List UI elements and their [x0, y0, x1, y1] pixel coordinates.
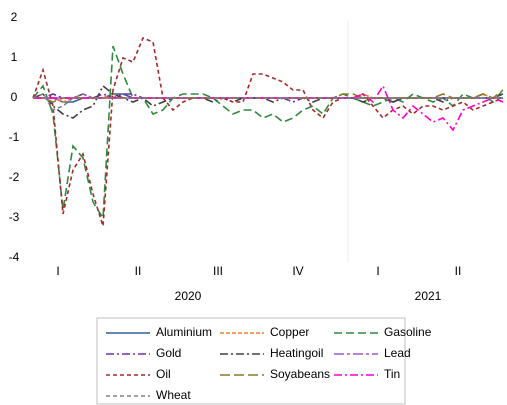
- x-tick-label: III: [213, 264, 223, 278]
- series-line: [33, 84, 504, 132]
- year-label: 2021: [415, 289, 442, 303]
- legend-label: Gold: [156, 346, 181, 360]
- x-tick-label: II: [455, 264, 462, 278]
- legend-label: Soyabeans: [270, 367, 330, 381]
- year-label: 2020: [175, 289, 202, 303]
- legend-label: Lead: [384, 346, 411, 360]
- y-tick-label: -4: [9, 250, 20, 264]
- x-tick-label: IV: [292, 264, 303, 278]
- series-line: [32, 93, 503, 111]
- legend-label: Aluminium: [156, 325, 212, 339]
- x-tick-label: II: [135, 264, 142, 278]
- legend-box: [96, 317, 406, 405]
- x-tick-label: I: [376, 264, 379, 278]
- x-tick-label: I: [56, 264, 59, 278]
- y-tick-label: 1: [11, 50, 18, 64]
- legend-label: Heatingoil: [270, 346, 323, 360]
- y-tick-label: -3: [9, 210, 20, 224]
- series-line: [32, 36, 504, 227]
- legend-label: Copper: [270, 325, 309, 339]
- legend-label: Oil: [156, 367, 171, 381]
- legend-label: Wheat: [156, 388, 191, 402]
- y-tick-label: 0: [11, 90, 18, 104]
- y-tick-label: -1: [9, 130, 20, 144]
- legend-label: Gasoline: [384, 325, 432, 339]
- y-tick-label: 2: [11, 10, 18, 24]
- series-line: [32, 45, 504, 221]
- legend-label: Tin: [384, 367, 400, 381]
- y-tick-label: -2: [9, 170, 20, 184]
